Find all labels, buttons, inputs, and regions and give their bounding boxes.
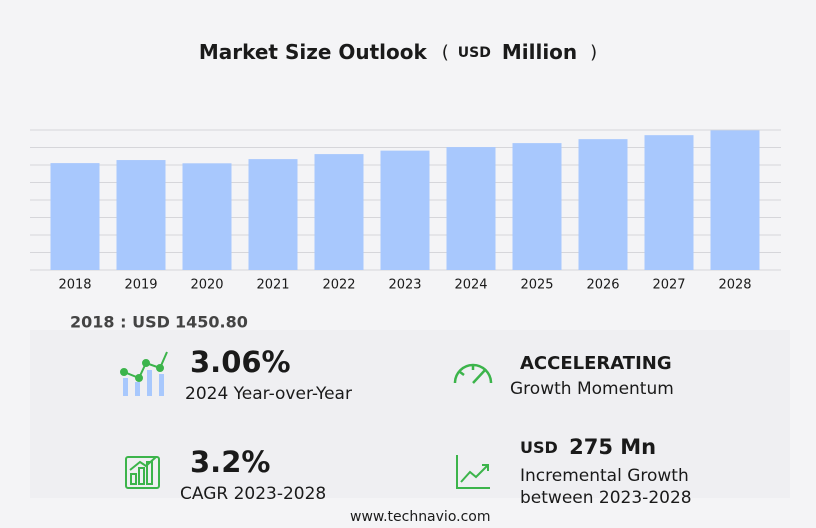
plot: 2018 2019 2020 2021 2022 2023 2024 2025 2026 2027…	[30, 129, 781, 293]
stat-value: USD 275 Mn	[520, 435, 656, 459]
x-tick-label: 2024	[454, 278, 487, 293]
x-tick-label: 2025	[520, 278, 553, 293]
gauge-icon	[453, 363, 493, 384]
incremental-icon	[456, 455, 490, 489]
x-tick-label: 2027	[652, 278, 685, 293]
stat-currency: USD	[520, 438, 558, 457]
title-currency: USD	[458, 45, 491, 61]
stat-label: 2024 Year-over-Year	[185, 384, 352, 404]
bar	[50, 163, 100, 270]
x-tick-label: 2018	[58, 278, 91, 293]
bar	[512, 143, 562, 270]
x-tick-label: 2019	[124, 278, 157, 293]
x-tick-label: 2023	[388, 278, 421, 293]
x-tick-label: 2021	[256, 278, 289, 293]
stat-label: between 2023-2028	[520, 488, 692, 508]
bar	[644, 135, 694, 270]
paren: (	[442, 42, 449, 63]
bar	[710, 130, 760, 270]
bar	[182, 163, 232, 270]
stats-panel	[30, 330, 790, 498]
bar	[314, 154, 364, 270]
base-label: 2018 : USD	[70, 313, 170, 332]
bar	[446, 147, 496, 270]
paren: )	[590, 42, 597, 63]
bar	[248, 159, 298, 270]
stat-value: 3.2%	[190, 445, 270, 479]
x-tick-label: 2028	[718, 278, 751, 293]
footer: www.technavio.com	[350, 509, 491, 525]
x-tick-label: 2022	[322, 278, 355, 293]
bar	[116, 160, 166, 270]
bar	[380, 150, 430, 270]
stat-label: Incremental Growth	[520, 466, 689, 486]
stat-value: ACCELERATING	[520, 353, 672, 374]
stat-value: 3.06%	[190, 345, 291, 379]
yoy-icon	[120, 351, 168, 396]
stat-label: CAGR 2023-2028	[180, 484, 326, 504]
cagr-icon	[125, 456, 160, 489]
title-unit: Million	[502, 40, 577, 64]
chart-title: Market Size Outlook ( USD Million )	[199, 40, 597, 64]
title-main: Market Size Outlook	[199, 40, 428, 64]
x-tick-label: 2020	[190, 278, 223, 293]
x-tick-label: 2026	[586, 278, 619, 293]
bar	[578, 139, 628, 270]
base-value: 1450.80	[175, 313, 248, 332]
stat-amount: 275 Mn	[569, 435, 656, 459]
stat-label: Growth Momentum	[510, 379, 674, 399]
